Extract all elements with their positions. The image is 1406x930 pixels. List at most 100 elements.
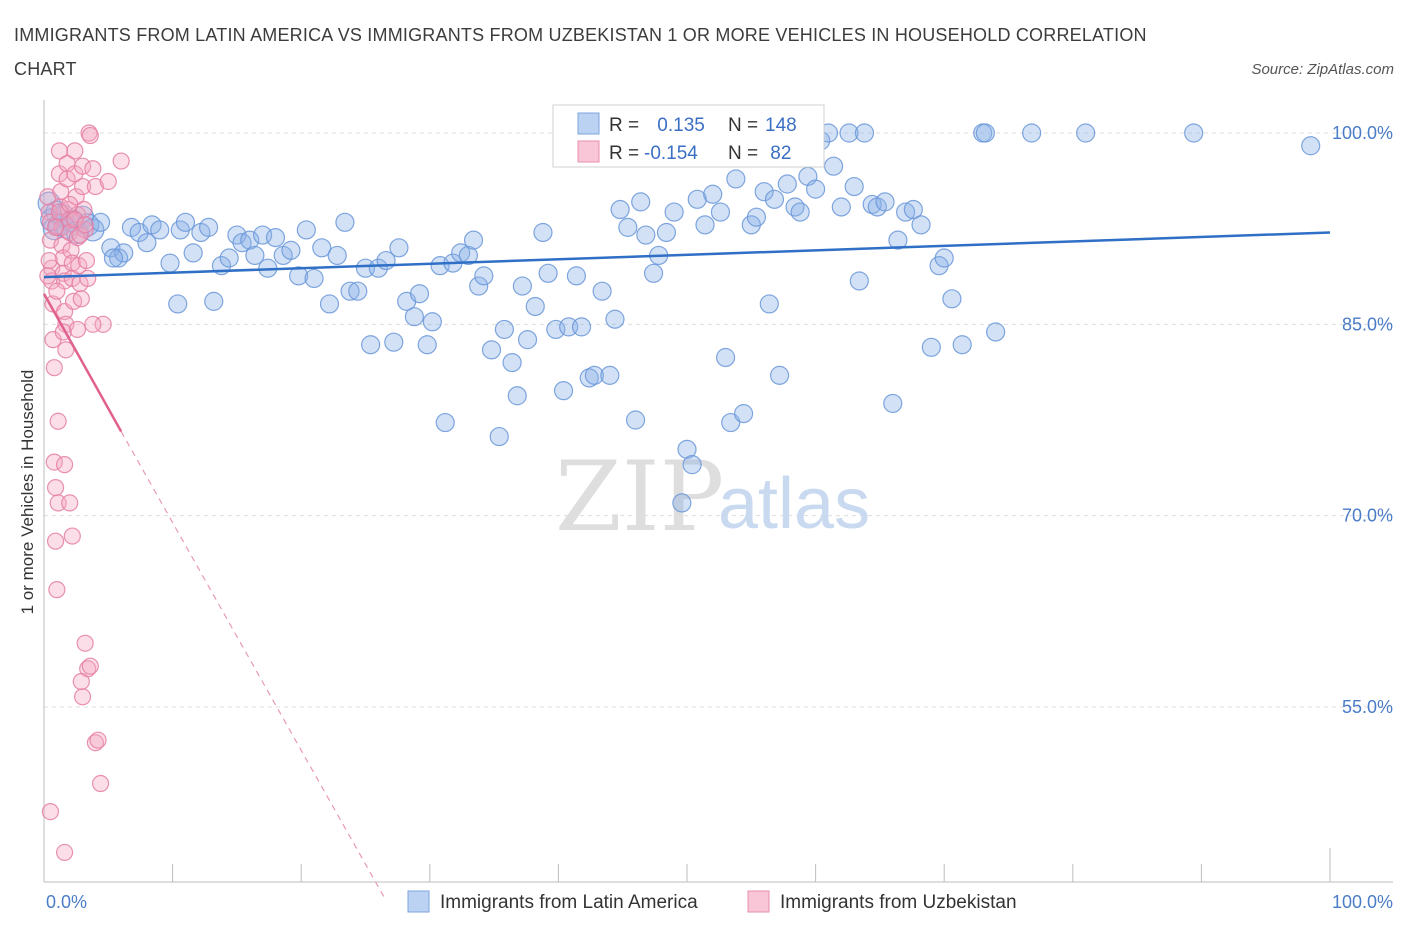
point-1-60	[55, 456, 74, 474]
series-1	[39, 124, 130, 862]
point-0-64	[458, 245, 478, 266]
point-1-75	[76, 216, 94, 234]
point-0-75	[525, 296, 545, 317]
point-0-103	[710, 202, 731, 222]
point-0-95	[656, 222, 677, 243]
point-0-107	[733, 404, 754, 424]
point-0-141	[975, 123, 995, 143]
stats-n-value-latin: 148	[765, 115, 797, 136]
point-1-36	[66, 142, 84, 160]
stats-swatch-uzbek	[577, 140, 600, 163]
point-0-66	[469, 276, 489, 296]
x-tick-label-1: 100.0%	[1332, 892, 1393, 912]
stats-n-label-uzbek: N =	[728, 143, 758, 164]
stats-legend: R = 0.135 N = 148 R = -0.154 N = 82	[552, 104, 825, 168]
point-1-8	[45, 359, 63, 377]
point-1-52	[84, 160, 102, 178]
point-0-14	[108, 248, 129, 268]
point-0-41	[296, 220, 316, 240]
point-0-121	[824, 156, 844, 176]
point-1-81	[99, 172, 117, 191]
series-0	[37, 123, 1321, 513]
point-0-45	[327, 245, 347, 266]
point-1-59	[61, 494, 79, 512]
point-0-70	[494, 319, 514, 340]
point-0-44	[319, 294, 340, 314]
stats-r-label-latin: R =	[609, 115, 639, 136]
point-1-63	[91, 774, 110, 793]
point-0-18	[137, 233, 157, 253]
point-0-102	[703, 184, 723, 204]
point-0-48	[348, 281, 368, 301]
point-0-12	[90, 212, 111, 232]
point-1-20	[53, 236, 71, 254]
point-0-106	[726, 169, 746, 189]
y-tick-labels: 100.0% 85.0% 70.0% 55.0%	[1332, 123, 1393, 717]
point-0-25	[183, 243, 203, 263]
point-0-126	[854, 123, 875, 143]
point-0-88	[610, 199, 630, 220]
point-1-54	[76, 634, 94, 652]
x-tick-labels: 0.0% 100.0%	[46, 892, 1393, 912]
point-0-40	[289, 266, 309, 286]
point-1-76	[48, 282, 66, 300]
watermark-atlas: atlas	[718, 464, 870, 544]
point-0-22	[168, 294, 188, 314]
point-0-54	[389, 238, 409, 258]
point-0-73	[512, 276, 532, 296]
point-0-50	[361, 335, 381, 355]
point-0-143	[1022, 123, 1042, 143]
point-0-133	[903, 199, 923, 220]
point-0-100	[687, 189, 707, 209]
point-0-115	[785, 197, 805, 217]
y-tick-label-1: 85.0%	[1342, 314, 1393, 334]
point-0-124	[844, 176, 864, 197]
point-0-86	[600, 365, 620, 385]
y-tick-label-2: 70.0%	[1342, 506, 1393, 526]
point-0-28	[204, 291, 224, 311]
stats-r-label-uzbek: R =	[609, 143, 639, 164]
point-1-43	[72, 290, 90, 308]
point-0-57	[409, 284, 430, 304]
point-0-113	[769, 365, 790, 385]
point-0-53	[384, 332, 404, 352]
trend-extension-1	[120, 431, 386, 899]
point-0-34	[245, 245, 265, 266]
point-1-51	[81, 126, 99, 145]
point-0-68	[481, 340, 502, 360]
point-1-80	[112, 152, 130, 170]
point-1-57	[73, 688, 92, 706]
point-1-69	[71, 226, 89, 244]
point-0-83	[579, 368, 599, 388]
point-0-112	[764, 189, 785, 209]
point-0-116	[790, 202, 810, 222]
point-0-72	[507, 386, 527, 406]
point-0-46	[335, 212, 355, 232]
point-0-104	[715, 347, 736, 368]
point-0-137	[934, 248, 954, 268]
point-0-134	[911, 215, 931, 235]
point-0-87	[605, 309, 625, 329]
point-0-65	[463, 230, 484, 250]
point-1-64	[41, 802, 60, 821]
stats-r-value-latin: 0.135	[652, 115, 705, 136]
legend-label-latin: Immigrants from Latin America	[440, 892, 698, 913]
point-1-58	[63, 527, 81, 545]
point-0-47	[340, 281, 360, 301]
point-0-97	[672, 493, 692, 513]
point-0-138	[942, 289, 962, 309]
point-0-15	[114, 243, 134, 263]
point-0-59	[422, 312, 442, 332]
point-0-118	[805, 179, 826, 199]
trend-line-0	[43, 231, 1331, 279]
stats-n-label-latin: N =	[728, 115, 758, 136]
point-0-42	[304, 268, 324, 289]
point-0-99	[682, 455, 702, 475]
point-1-49	[79, 269, 97, 288]
point-0-61	[435, 412, 455, 433]
point-0-130	[883, 393, 903, 414]
point-1-10	[46, 479, 65, 497]
trend-line-1	[42, 293, 123, 433]
point-0-79	[553, 381, 574, 401]
